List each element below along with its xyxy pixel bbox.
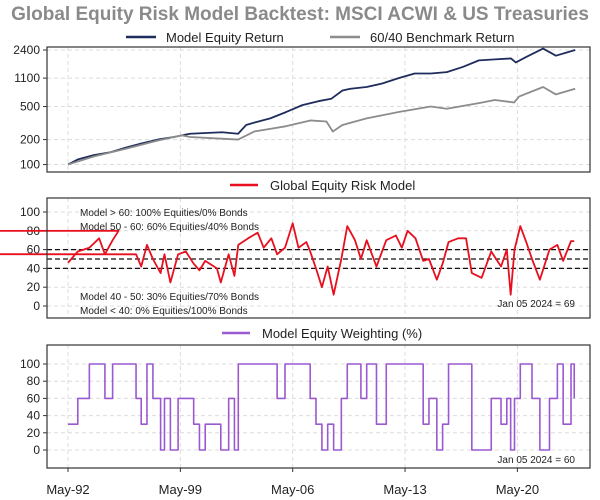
plot-frame bbox=[46, 197, 591, 319]
panel-returns: 100 200 500 1100 2400 bbox=[13, 43, 591, 173]
legend-middle: Global Equity Risk Model bbox=[230, 178, 415, 193]
y-tick-label: 60 bbox=[27, 243, 41, 257]
series-line-1 bbox=[68, 363, 576, 451]
y-tick-label: 1100 bbox=[14, 71, 40, 85]
panel-weighting: 0 20 40 60 80 100 May-92 May-99 May-06 May-13 May-… bbox=[20, 344, 591, 497]
y-tick-label: 500 bbox=[20, 100, 40, 114]
annotation-latest-model: Jan 05 2024 = 69 bbox=[497, 299, 575, 310]
legend-label-weighting: Model Equity Weighting (%) bbox=[262, 326, 422, 341]
annotation-rule-1: Model > 60: 100% Equities/0% Bonds bbox=[80, 208, 248, 219]
legend-label-benchmark: 60/40 Benchmark Return bbox=[370, 30, 515, 45]
x-tick-label: May-20 bbox=[496, 482, 539, 497]
legend-bottom: Model Equity Weighting (%) bbox=[222, 326, 422, 341]
annotation-rule-3: Model 40 - 50: 30% Equities/70% Bonds bbox=[80, 292, 259, 303]
x-tick-label: May-99 bbox=[159, 482, 202, 497]
plot-frame bbox=[46, 46, 591, 173]
annotation-latest-weighting: Jan 05 2024 = 60 bbox=[497, 455, 575, 466]
legend-label-risk-model: Global Equity Risk Model bbox=[270, 178, 415, 193]
annotation-rule-4: Model < 40: 0% Equities/100% Bonds bbox=[80, 306, 248, 317]
y-tick-label: 100 bbox=[20, 357, 40, 371]
x-tick-label: May-06 bbox=[271, 482, 314, 497]
y-tick-label: 0 bbox=[33, 299, 40, 313]
y-tick-label: 200 bbox=[20, 133, 40, 147]
y-tick-label: 60 bbox=[27, 391, 41, 405]
y-tick-label: 20 bbox=[27, 280, 41, 294]
y-tick-label: 20 bbox=[27, 426, 41, 440]
y-tick-label: 100 bbox=[20, 205, 40, 219]
y-tick-label: 40 bbox=[27, 409, 41, 423]
legend-top: Model Equity Return 60/40 Benchmark Retu… bbox=[126, 30, 515, 45]
chart-title: Global Equity Risk Model Backtest: MSCI … bbox=[11, 4, 589, 25]
plot-frame bbox=[46, 344, 591, 469]
y-tick-label: 0 bbox=[33, 443, 40, 457]
x-tick-label: May-13 bbox=[383, 482, 426, 497]
legend-label-model: Model Equity Return bbox=[166, 30, 284, 45]
series-line-2 bbox=[67, 86, 576, 166]
y-tick-label: 100 bbox=[20, 158, 40, 172]
annotation-rule-2: Model 50 - 60: 60% Equities/40% Bonds bbox=[80, 222, 259, 233]
y-tick-label: 40 bbox=[27, 261, 41, 275]
y-tick-label: 80 bbox=[27, 374, 41, 388]
x-tick-label: May-92 bbox=[46, 482, 89, 497]
y-tick-label: 2400 bbox=[13, 43, 40, 57]
